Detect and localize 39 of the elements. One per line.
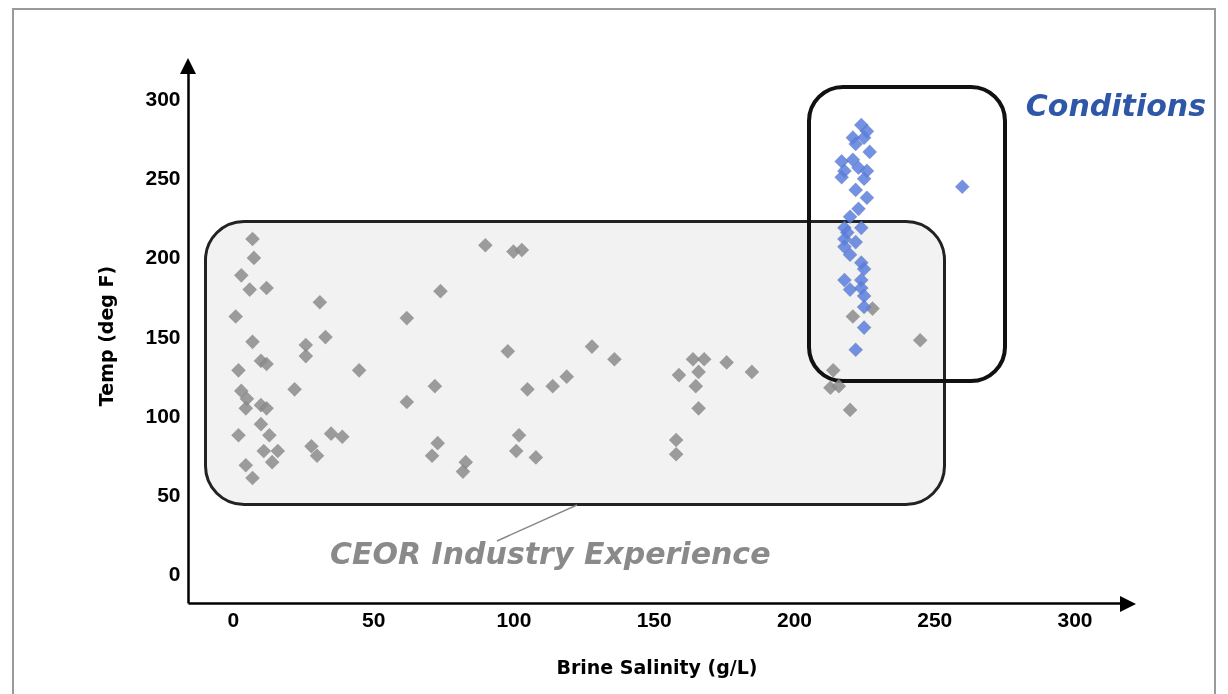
x-tick-label: 200 — [776, 607, 812, 631]
point — [856, 261, 872, 277]
point — [837, 272, 852, 288]
y-tick-label: 200 — [145, 245, 181, 269]
point — [854, 220, 869, 236]
x-tick-label: 250 — [917, 607, 953, 631]
point — [848, 342, 863, 358]
point — [856, 130, 872, 145]
y-tick-label: 300 — [145, 87, 181, 111]
point — [845, 152, 861, 168]
x-tick-label: 150 — [636, 607, 672, 631]
point — [842, 282, 858, 297]
y-tick-label: 150 — [145, 324, 181, 348]
point — [848, 234, 863, 250]
point — [856, 288, 872, 304]
x-tick-label: 300 — [1057, 607, 1093, 631]
point — [842, 209, 858, 225]
point — [856, 299, 872, 315]
y-tick-label: 50 — [157, 482, 181, 506]
x-tick-label: 50 — [361, 607, 386, 631]
y-tick-label: 0 — [168, 562, 181, 586]
point — [856, 320, 872, 335]
point — [848, 182, 863, 198]
y-tick-label: 100 — [145, 403, 181, 427]
x-tick-label: 100 — [496, 607, 532, 631]
point — [955, 179, 970, 194]
point — [862, 144, 877, 160]
point — [856, 171, 872, 187]
annotation: Conditions — [1025, 88, 1206, 123]
point — [859, 190, 875, 206]
x-axis-title: Brine Salinity (g/L) — [556, 655, 758, 678]
x-tick-label: 0 — [227, 607, 240, 631]
y-tick-label: 250 — [145, 166, 181, 190]
point — [842, 247, 858, 263]
annotation: CEOR Industry Experience — [330, 536, 771, 571]
y-axis-title: Temp (deg F) — [95, 265, 118, 407]
point — [851, 201, 866, 217]
point — [834, 169, 849, 185]
point — [848, 136, 863, 152]
